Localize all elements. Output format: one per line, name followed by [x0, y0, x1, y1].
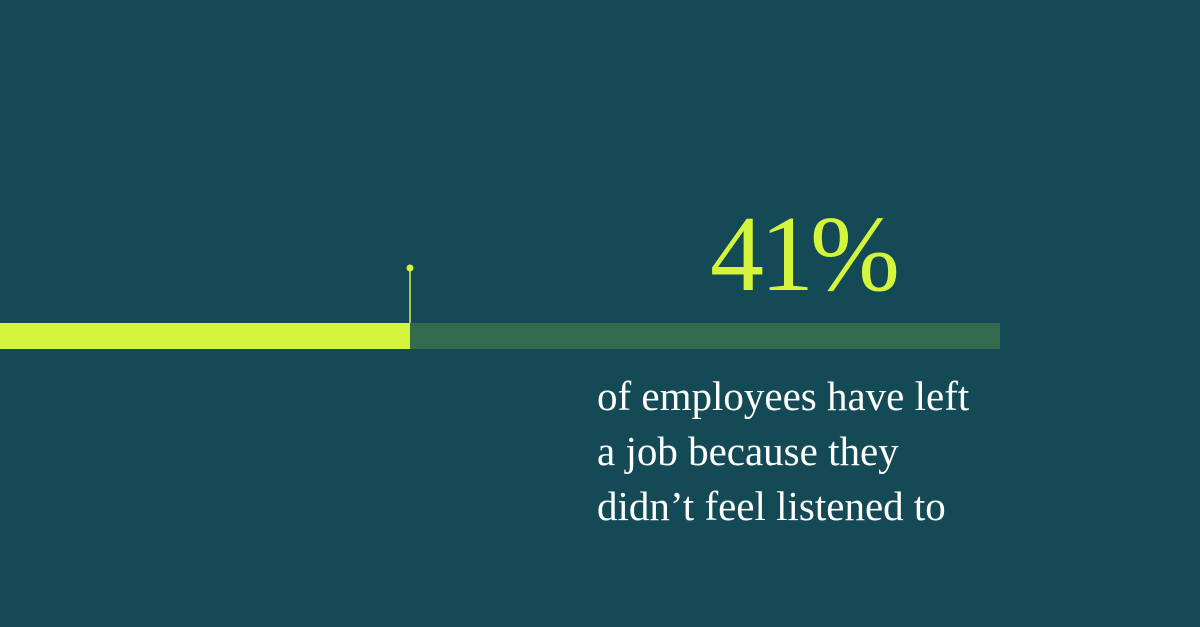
caption-line: didn’t feel listened to — [597, 483, 946, 529]
progress-fill — [0, 323, 410, 349]
value-label: 41% — [710, 195, 897, 314]
caption-line: of employees have left — [597, 373, 970, 419]
caption-line: a job because they — [597, 428, 899, 474]
marker-dot — [406, 264, 414, 272]
